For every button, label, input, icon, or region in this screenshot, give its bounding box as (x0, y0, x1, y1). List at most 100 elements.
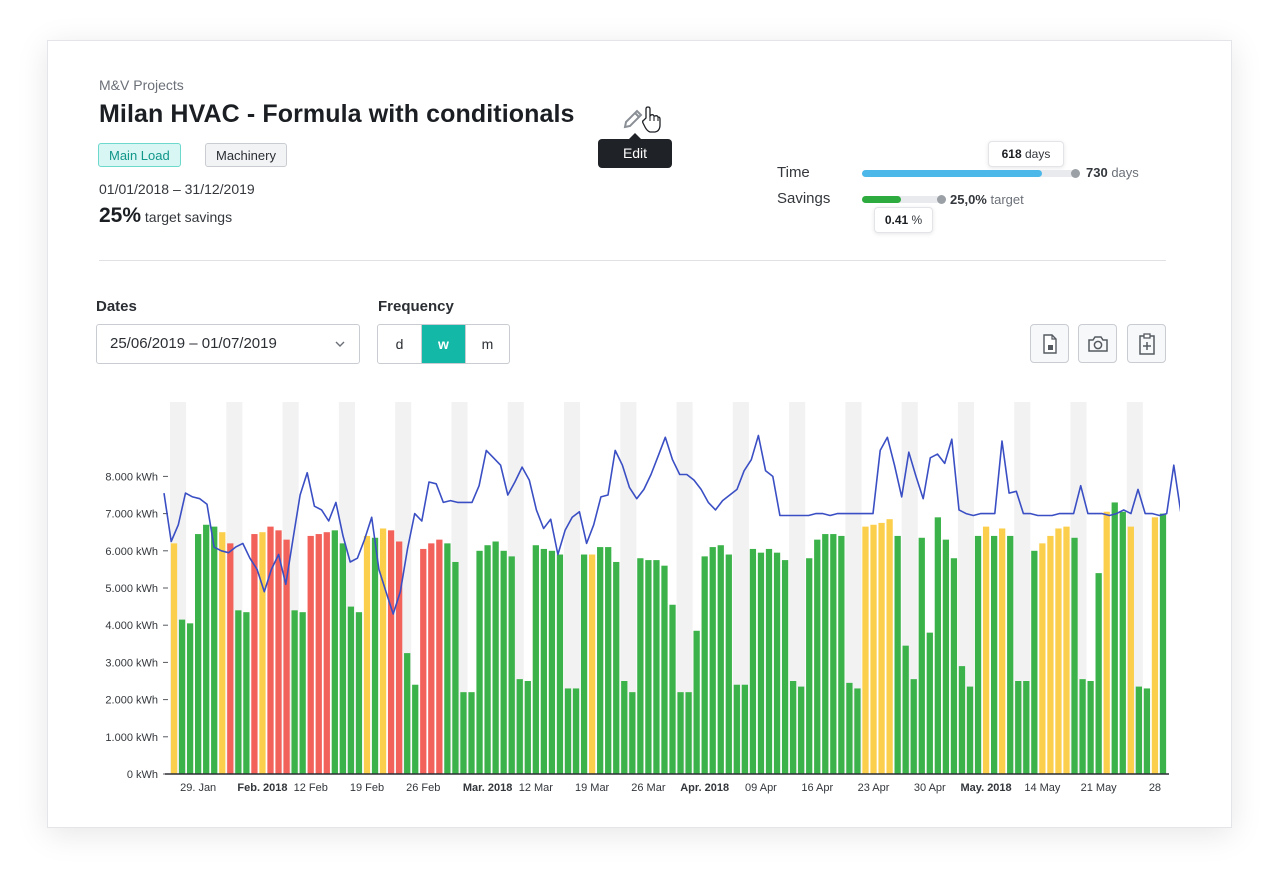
consumption-bar[interactable] (669, 604, 676, 774)
consumption-bar[interactable] (243, 612, 250, 774)
consumption-bar[interactable] (492, 541, 499, 775)
consumption-bar[interactable] (846, 682, 853, 774)
consumption-bar[interactable] (1063, 526, 1070, 774)
consumption-bar[interactable] (331, 530, 338, 774)
consumption-bar[interactable] (420, 548, 427, 774)
consumption-bar[interactable] (556, 554, 564, 774)
consumption-bar[interactable] (999, 528, 1006, 774)
consumption-bar[interactable] (227, 543, 234, 774)
consumption-bar[interactable] (701, 556, 708, 774)
consumption-bar[interactable] (661, 565, 668, 774)
consumption-bar[interactable] (1095, 573, 1102, 774)
consumption-bar[interactable] (1111, 502, 1118, 774)
consumption-bar[interactable] (532, 545, 539, 774)
consumption-bar[interactable] (990, 535, 998, 774)
consumption-bar[interactable] (830, 534, 837, 774)
frequency-option-d[interactable]: d (395, 336, 404, 352)
consumption-bar[interactable] (508, 556, 515, 774)
consumption-bar[interactable] (195, 534, 202, 774)
consumption-bar[interactable] (460, 692, 467, 774)
consumption-bar[interactable] (806, 558, 813, 774)
consumption-bar[interactable] (733, 684, 740, 774)
consumption-bar[interactable] (645, 560, 652, 774)
consumption-bar[interactable] (982, 526, 990, 774)
consumption-bar[interactable] (789, 681, 797, 774)
consumption-bar[interactable] (1007, 535, 1014, 774)
consumption-bar[interactable] (773, 552, 781, 774)
consumption-bar[interactable] (516, 679, 523, 774)
tag-machinery[interactable]: Machinery (205, 143, 287, 167)
consumption-bar[interactable] (259, 532, 266, 774)
consumption-bar[interactable] (1047, 535, 1054, 774)
consumption-bar[interactable] (452, 561, 459, 774)
consumption-bar[interactable] (363, 535, 371, 774)
consumption-bar[interactable] (178, 619, 186, 774)
consumption-bar[interactable] (1103, 511, 1110, 774)
consumption-bar[interactable] (926, 632, 933, 774)
consumption-bar[interactable] (637, 558, 644, 774)
consumption-bar[interactable] (500, 550, 507, 774)
consumption-bar[interactable] (371, 537, 379, 774)
frequency-option-w[interactable]: w (421, 325, 465, 363)
consumption-bar[interactable] (757, 552, 765, 774)
consumption-bar[interactable] (412, 684, 419, 774)
consumption-bar[interactable] (1151, 517, 1159, 774)
consumption-bar[interactable] (709, 547, 716, 774)
consumption-bar[interactable] (886, 519, 893, 774)
consumption-bar[interactable] (428, 543, 435, 774)
consumption-bar[interactable] (653, 560, 660, 774)
breadcrumb[interactable]: M&V Projects (99, 77, 184, 93)
consumption-bar[interactable] (1039, 543, 1046, 774)
consumption-bar[interactable] (677, 692, 684, 774)
consumption-bar[interactable] (347, 606, 355, 774)
consumption-bar[interactable] (170, 543, 178, 774)
frequency-option-m[interactable]: m (465, 325, 509, 363)
consumption-bar[interactable] (476, 550, 483, 774)
consumption-bar[interactable] (291, 610, 298, 774)
consumption-bar[interactable] (950, 558, 958, 774)
consumption-bar[interactable] (798, 686, 805, 774)
consumption-bar[interactable] (958, 666, 966, 774)
screenshot-button[interactable] (1078, 324, 1117, 363)
consumption-bar[interactable] (548, 550, 556, 774)
consumption-bar[interactable] (597, 547, 604, 774)
consumption-bar[interactable] (693, 630, 700, 774)
consumption-bar[interactable] (355, 612, 363, 774)
consumption-bar[interactable] (1119, 511, 1126, 774)
consumption-bar[interactable] (974, 535, 982, 774)
consumption-bar[interactable] (870, 524, 877, 774)
consumption-bar[interactable] (211, 526, 218, 774)
consumption-bar[interactable] (894, 535, 901, 774)
consumption-bar[interactable] (564, 688, 572, 774)
consumption-bar[interactable] (918, 537, 925, 774)
consumption-bar[interactable] (621, 681, 628, 774)
consumption-bar[interactable] (339, 543, 347, 774)
consumption-bar[interactable] (283, 539, 290, 774)
consumption-bar[interactable] (1071, 537, 1078, 774)
consumption-bar[interactable] (1159, 513, 1167, 774)
consumption-bar[interactable] (838, 535, 845, 774)
consumption-bar[interactable] (725, 554, 732, 774)
consumption-bar[interactable] (685, 692, 692, 774)
consumption-bar[interactable] (436, 539, 443, 774)
consumption-bar[interactable] (1127, 526, 1134, 774)
consumption-bar[interactable] (966, 686, 974, 774)
consumption-bar[interactable] (1015, 681, 1022, 774)
consumption-bar[interactable] (1143, 688, 1151, 774)
consumption-bar[interactable] (605, 547, 612, 774)
consumption-bar[interactable] (862, 526, 869, 774)
edit-pencil-icon[interactable] (622, 104, 661, 133)
export-file-button[interactable] (1030, 324, 1069, 363)
consumption-bar[interactable] (854, 688, 861, 774)
consumption-bar[interactable] (251, 534, 258, 774)
consumption-bar[interactable] (203, 524, 210, 774)
consumption-bar[interactable] (275, 530, 282, 774)
consumption-bar[interactable] (910, 679, 917, 774)
consumption-bar[interactable] (387, 530, 395, 774)
consumption-bar[interactable] (307, 535, 314, 774)
consumption-bar[interactable] (580, 554, 588, 774)
consumption-bar[interactable] (404, 653, 411, 774)
consumption-bar[interactable] (878, 522, 885, 774)
consumption-bar[interactable] (396, 541, 403, 775)
consumption-bar[interactable] (444, 543, 451, 774)
